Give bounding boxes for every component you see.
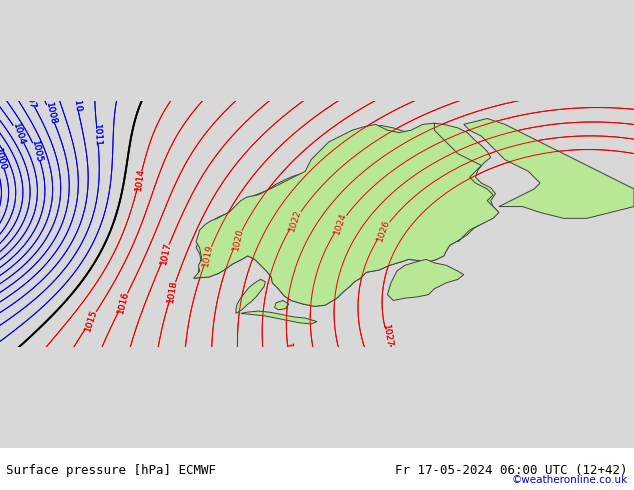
- Text: 1009: 1009: [48, 72, 60, 97]
- Polygon shape: [194, 123, 498, 306]
- Text: 1018: 1018: [166, 279, 179, 303]
- Text: Surface pressure [hPa] ECMWF: Surface pressure [hPa] ECMWF: [6, 464, 216, 477]
- Text: 1025: 1025: [335, 348, 349, 372]
- Text: 1004: 1004: [11, 122, 26, 146]
- Text: 1025: 1025: [335, 348, 349, 372]
- Text: 1008: 1008: [44, 101, 57, 125]
- Text: 1000: 1000: [0, 147, 7, 172]
- Text: 1008: 1008: [44, 101, 57, 125]
- Text: 1015: 1015: [83, 308, 99, 333]
- Text: 1019: 1019: [201, 243, 214, 268]
- Text: 1026: 1026: [375, 218, 391, 243]
- Polygon shape: [236, 279, 266, 314]
- Text: 1022: 1022: [287, 208, 303, 232]
- Text: 1027: 1027: [381, 324, 394, 348]
- Polygon shape: [194, 123, 499, 306]
- Text: 1014: 1014: [134, 168, 146, 192]
- Text: 1018: 1018: [166, 279, 179, 303]
- Text: 1010: 1010: [70, 89, 82, 113]
- Text: 1000: 1000: [0, 147, 7, 172]
- Text: 1013: 1013: [0, 351, 10, 376]
- Text: 1010: 1010: [70, 89, 82, 113]
- Text: 1017: 1017: [158, 241, 172, 266]
- Text: 1024: 1024: [332, 212, 349, 236]
- Text: 1006: 1006: [0, 71, 15, 96]
- Text: 1005: 1005: [30, 140, 43, 164]
- Text: 1020: 1020: [231, 227, 245, 251]
- Text: 1027: 1027: [381, 324, 394, 348]
- Text: 1014: 1014: [134, 168, 146, 192]
- Text: 1005: 1005: [30, 140, 43, 164]
- Polygon shape: [241, 311, 317, 324]
- Text: 1007: 1007: [22, 86, 37, 110]
- Text: 1019: 1019: [201, 243, 214, 268]
- Text: 1016: 1016: [116, 290, 131, 314]
- Text: 1007: 1007: [22, 86, 37, 110]
- Text: 1020: 1020: [231, 227, 245, 251]
- Text: 1009: 1009: [48, 72, 60, 97]
- Text: 1017: 1017: [158, 241, 172, 266]
- Text: ©weatheronline.co.uk: ©weatheronline.co.uk: [512, 475, 628, 485]
- Text: 1013: 1013: [0, 351, 10, 376]
- Text: 1024: 1024: [332, 212, 349, 236]
- Text: 1023: 1023: [283, 342, 294, 366]
- Text: 1021: 1021: [233, 352, 243, 375]
- Polygon shape: [463, 119, 634, 219]
- Text: 1011: 1011: [93, 124, 103, 147]
- Text: 1026: 1026: [375, 218, 391, 243]
- Polygon shape: [387, 259, 463, 300]
- Text: 1022: 1022: [287, 208, 303, 232]
- Text: 1011: 1011: [93, 124, 103, 147]
- Text: Fr 17-05-2024 06:00 UTC (12+42): Fr 17-05-2024 06:00 UTC (12+42): [395, 464, 628, 477]
- Text: 1016: 1016: [116, 290, 131, 314]
- Text: 1023: 1023: [283, 342, 294, 366]
- Text: 1006: 1006: [0, 71, 15, 96]
- Polygon shape: [275, 300, 289, 310]
- Text: 1004: 1004: [11, 122, 26, 146]
- Text: 1015: 1015: [83, 308, 99, 333]
- Text: 1021: 1021: [233, 352, 243, 375]
